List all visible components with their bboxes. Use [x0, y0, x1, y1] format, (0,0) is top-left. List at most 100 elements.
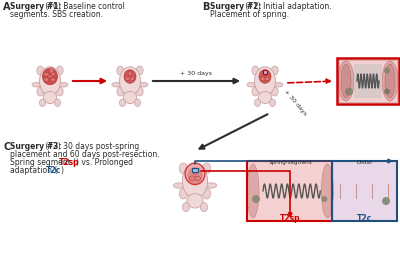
- Ellipse shape: [254, 99, 260, 107]
- Ellipse shape: [179, 188, 187, 199]
- Ellipse shape: [182, 203, 190, 212]
- Text: adaptation (: adaptation (: [10, 166, 57, 175]
- Ellipse shape: [40, 99, 46, 107]
- Ellipse shape: [385, 64, 395, 98]
- Ellipse shape: [252, 66, 259, 75]
- Circle shape: [345, 87, 353, 95]
- Ellipse shape: [112, 83, 121, 87]
- Ellipse shape: [42, 68, 58, 85]
- Text: Spring-segment: Spring-segment: [268, 160, 312, 165]
- Text: ) vs. Prolonged: ) vs. Prolonged: [76, 158, 133, 167]
- Ellipse shape: [188, 168, 202, 184]
- Text: T2sp: T2sp: [280, 214, 300, 223]
- Ellipse shape: [128, 71, 132, 76]
- Ellipse shape: [259, 70, 271, 83]
- Text: placement and 60 days post-resection.: placement and 60 days post-resection.: [10, 150, 160, 159]
- Ellipse shape: [56, 66, 63, 75]
- Text: Surgery #1:: Surgery #1:: [10, 2, 62, 11]
- Bar: [248, 162, 332, 220]
- Text: Surgery #3:: Surgery #3:: [10, 142, 62, 151]
- Ellipse shape: [136, 66, 143, 75]
- Ellipse shape: [254, 67, 276, 95]
- Ellipse shape: [382, 61, 398, 101]
- Text: Surgery #2:: Surgery #2:: [210, 2, 262, 11]
- Bar: [263, 70, 267, 73]
- Ellipse shape: [271, 87, 278, 96]
- Text: Distal: Distal: [356, 160, 372, 165]
- Ellipse shape: [48, 75, 52, 78]
- Ellipse shape: [341, 64, 351, 98]
- Text: (T2) 30 days post-spring: (T2) 30 days post-spring: [43, 142, 139, 151]
- Ellipse shape: [43, 92, 57, 104]
- Ellipse shape: [338, 61, 354, 101]
- Ellipse shape: [174, 183, 184, 188]
- Circle shape: [384, 89, 390, 94]
- Ellipse shape: [179, 163, 187, 174]
- Bar: [332, 161, 397, 221]
- Bar: [354, 64, 382, 98]
- Ellipse shape: [37, 87, 44, 96]
- Ellipse shape: [136, 87, 143, 96]
- Text: Spring segment (: Spring segment (: [10, 158, 76, 167]
- Bar: [339, 60, 397, 102]
- Ellipse shape: [203, 163, 211, 174]
- Ellipse shape: [260, 77, 265, 81]
- Ellipse shape: [274, 83, 283, 87]
- Ellipse shape: [117, 66, 124, 75]
- Text: segments. SBS creation.: segments. SBS creation.: [10, 10, 103, 19]
- Ellipse shape: [195, 176, 200, 181]
- Ellipse shape: [247, 164, 259, 218]
- Ellipse shape: [252, 87, 259, 96]
- Ellipse shape: [265, 77, 270, 81]
- Ellipse shape: [56, 87, 63, 96]
- Ellipse shape: [187, 193, 203, 208]
- Text: ): ): [60, 166, 63, 175]
- Text: Placement of spring.: Placement of spring.: [210, 10, 289, 19]
- Circle shape: [384, 68, 390, 73]
- Text: A: A: [3, 2, 10, 12]
- Ellipse shape: [40, 67, 60, 95]
- Ellipse shape: [130, 77, 134, 81]
- Text: B: B: [202, 2, 209, 12]
- Ellipse shape: [134, 99, 140, 107]
- Ellipse shape: [247, 83, 256, 87]
- Ellipse shape: [117, 87, 124, 96]
- Ellipse shape: [270, 99, 276, 107]
- Ellipse shape: [49, 68, 54, 73]
- Bar: [247, 161, 332, 221]
- Ellipse shape: [120, 67, 140, 95]
- Ellipse shape: [182, 164, 208, 198]
- Ellipse shape: [139, 83, 148, 87]
- Ellipse shape: [200, 203, 208, 212]
- Text: (T0) Baseline control: (T0) Baseline control: [43, 2, 125, 11]
- Ellipse shape: [51, 72, 55, 76]
- Text: T2c: T2c: [46, 166, 61, 175]
- Text: + 30 days: + 30 days: [180, 71, 212, 76]
- Text: (T1) Initial adaptation.: (T1) Initial adaptation.: [243, 2, 332, 11]
- Ellipse shape: [44, 72, 49, 76]
- Ellipse shape: [59, 83, 68, 87]
- Ellipse shape: [189, 176, 196, 181]
- Ellipse shape: [271, 66, 278, 75]
- Text: T2c: T2c: [356, 214, 372, 223]
- Ellipse shape: [206, 183, 217, 188]
- Ellipse shape: [321, 164, 333, 218]
- Circle shape: [321, 196, 327, 202]
- Ellipse shape: [54, 99, 60, 107]
- Ellipse shape: [120, 99, 126, 107]
- Ellipse shape: [32, 83, 41, 87]
- Ellipse shape: [185, 163, 205, 185]
- Bar: [192, 168, 198, 172]
- Circle shape: [382, 197, 390, 205]
- Circle shape: [252, 195, 260, 203]
- Ellipse shape: [203, 188, 211, 199]
- Ellipse shape: [51, 78, 55, 81]
- Ellipse shape: [258, 92, 272, 104]
- Text: + 30 days: + 30 days: [283, 89, 307, 117]
- Ellipse shape: [263, 71, 267, 76]
- Bar: [332, 162, 396, 220]
- Ellipse shape: [124, 70, 136, 83]
- Text: C: C: [3, 142, 10, 152]
- Ellipse shape: [123, 92, 137, 104]
- Ellipse shape: [44, 78, 49, 81]
